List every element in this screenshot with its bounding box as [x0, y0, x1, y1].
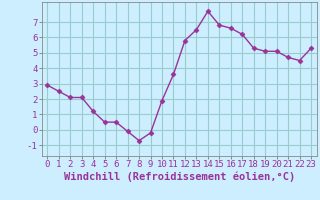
X-axis label: Windchill (Refroidissement éolien,°C): Windchill (Refroidissement éolien,°C) — [64, 172, 295, 182]
